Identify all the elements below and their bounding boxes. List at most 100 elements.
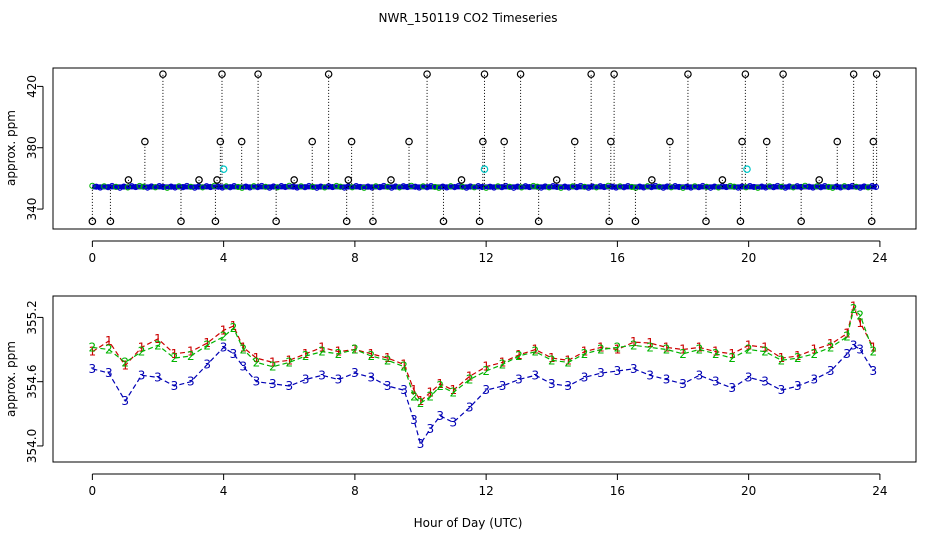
baseline-point bbox=[679, 184, 687, 191]
series-2-point: 2 bbox=[105, 343, 113, 357]
series-1-point: 1 bbox=[450, 383, 458, 397]
spike-point bbox=[815, 176, 823, 184]
baseline-point bbox=[101, 183, 108, 190]
baseline-point bbox=[577, 182, 584, 190]
baseline-point bbox=[156, 183, 163, 190]
baseline-point bbox=[573, 184, 580, 191]
series-3-point: 3 bbox=[810, 373, 818, 387]
baseline-point bbox=[805, 183, 813, 190]
baseline-point bbox=[144, 184, 151, 191]
series-1-point: 1 bbox=[230, 319, 238, 333]
spike-point bbox=[216, 137, 225, 146]
series-2-point: 2 bbox=[427, 390, 435, 404]
baseline-point bbox=[254, 184, 261, 191]
baseline-point bbox=[510, 184, 517, 191]
baseline-point bbox=[715, 184, 722, 191]
top-y-axis: 340 380 420 bbox=[25, 75, 44, 221]
bottom-x-tick-label: 0 bbox=[89, 484, 97, 498]
baseline-point bbox=[498, 184, 505, 191]
baseline-point bbox=[675, 183, 683, 191]
baseline-point bbox=[191, 184, 198, 191]
series-2-point: 2 bbox=[646, 340, 654, 354]
series-1-point: 1 bbox=[827, 337, 835, 351]
series-2-point: 2 bbox=[121, 355, 129, 369]
baseline-point bbox=[349, 184, 356, 191]
baseline-point bbox=[628, 183, 635, 191]
spike-point bbox=[272, 217, 280, 226]
baseline-point bbox=[589, 183, 596, 190]
baseline-point bbox=[691, 183, 698, 190]
baseline-point bbox=[530, 182, 537, 190]
baseline-point bbox=[278, 183, 285, 190]
spike-point bbox=[141, 137, 149, 146]
baseline-point bbox=[636, 183, 643, 190]
baseline-point bbox=[703, 183, 710, 190]
baseline-point bbox=[707, 184, 714, 191]
series-2-point: 2 bbox=[239, 343, 247, 357]
baseline-point bbox=[376, 184, 383, 191]
series-1-point: 1 bbox=[663, 340, 671, 354]
series-2-point: 2 bbox=[564, 355, 572, 369]
series-2-point: 2 bbox=[761, 345, 769, 359]
top-panel: 0 4 8 12 16 20 24 340 380 420 approx. ppm bbox=[4, 67, 917, 265]
spike-point bbox=[631, 217, 640, 226]
series-1-point: 1 bbox=[384, 351, 392, 365]
spike-point bbox=[324, 70, 333, 78]
spike-point bbox=[439, 217, 448, 226]
chart-title: NWR_150119 CO2 Timeseries bbox=[379, 11, 558, 25]
series-3-point: 3 bbox=[436, 409, 444, 423]
series-2-point: 2 bbox=[679, 347, 687, 361]
spike-point bbox=[872, 70, 881, 78]
baseline-point bbox=[546, 184, 553, 191]
baseline-point bbox=[294, 184, 301, 191]
series-3-point: 3 bbox=[850, 338, 858, 352]
series-2-point: 2 bbox=[302, 349, 310, 363]
series-3-point: 3 bbox=[870, 364, 878, 378]
series-3-point: 3 bbox=[427, 422, 435, 436]
series-1-point: 1 bbox=[745, 338, 753, 352]
baseline-point bbox=[833, 183, 840, 190]
series-1-point: 1 bbox=[417, 394, 425, 408]
series-1-point: 1 bbox=[239, 340, 247, 354]
baseline-point bbox=[97, 184, 104, 191]
baseline-point bbox=[774, 182, 781, 190]
baseline-point bbox=[187, 183, 194, 190]
baseline-point bbox=[683, 183, 691, 190]
baseline-point bbox=[443, 184, 450, 191]
series-2-point: 2 bbox=[351, 343, 359, 357]
baseline-point bbox=[120, 183, 127, 190]
series-1-point: 1 bbox=[89, 345, 97, 359]
baseline-point bbox=[522, 183, 529, 190]
baseline-point bbox=[152, 184, 159, 191]
baseline-point bbox=[809, 184, 817, 191]
series-3-point: 3 bbox=[482, 383, 490, 397]
series-1-point: 1 bbox=[761, 340, 769, 354]
baseline-point bbox=[731, 183, 738, 190]
baseline-point bbox=[183, 182, 190, 190]
flagged-point bbox=[219, 165, 228, 174]
series-2-point: 2 bbox=[499, 358, 507, 372]
bottom-x-tick-label: 24 bbox=[872, 484, 887, 498]
series-3-point: 3 bbox=[285, 379, 293, 393]
series-1-point: 1 bbox=[564, 353, 572, 367]
baseline-point bbox=[561, 183, 568, 190]
baseline-point bbox=[640, 184, 647, 191]
series-1-point: 1 bbox=[630, 335, 638, 349]
baseline-point bbox=[609, 183, 616, 190]
series-2-point: 2 bbox=[450, 385, 458, 399]
baseline-point bbox=[404, 183, 411, 191]
baseline-point bbox=[695, 184, 702, 191]
series-2-point: 2 bbox=[466, 373, 474, 387]
series-2-point: 2 bbox=[515, 349, 523, 363]
series-3-point: 3 bbox=[318, 368, 326, 382]
baseline-point bbox=[829, 184, 836, 191]
baseline-point bbox=[238, 184, 246, 191]
spike-point bbox=[159, 70, 167, 78]
series-2-point: 2 bbox=[171, 351, 179, 365]
baseline-point bbox=[837, 184, 844, 191]
baseline-point bbox=[392, 183, 399, 190]
spike-point bbox=[342, 217, 351, 226]
series-3-point: 3 bbox=[466, 400, 474, 414]
baseline-point bbox=[274, 184, 281, 191]
baseline-point bbox=[861, 183, 868, 190]
